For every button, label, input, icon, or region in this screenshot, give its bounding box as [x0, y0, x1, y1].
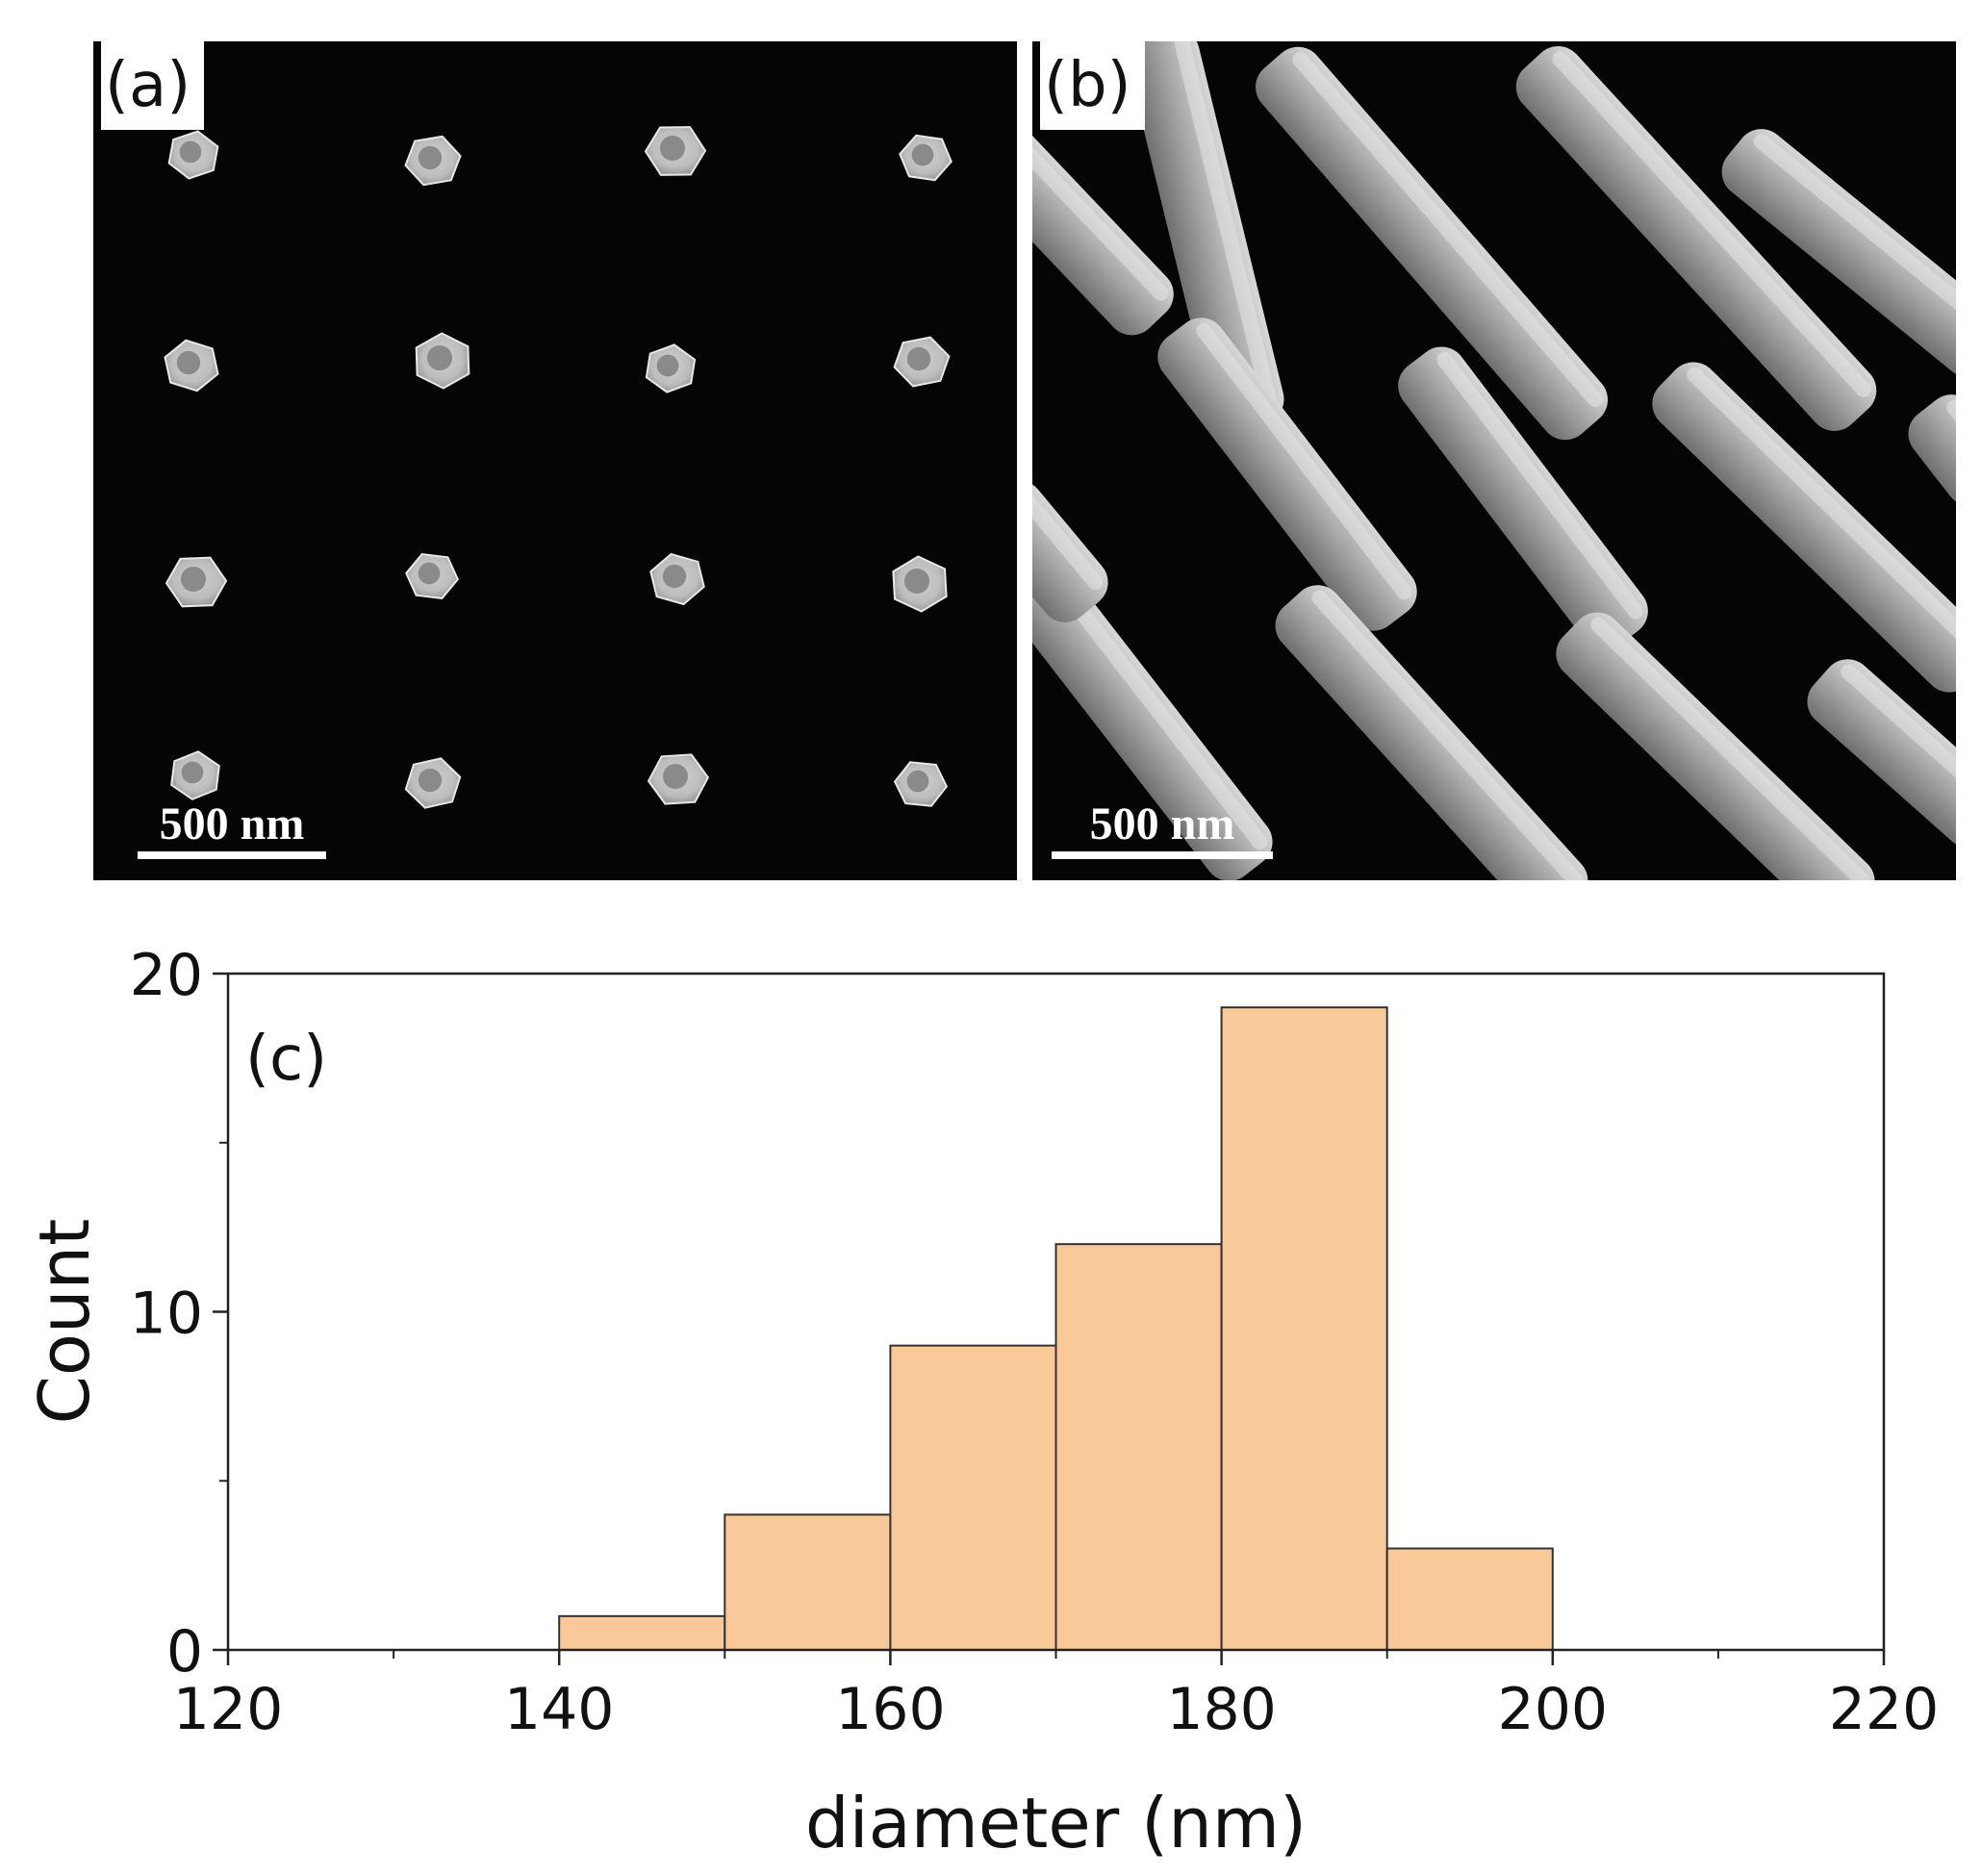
- nanowire-rod: [1127, 41, 1284, 430]
- nanowire-core: [662, 564, 687, 589]
- tilted-view-nanowire-image: [1032, 41, 1956, 880]
- nanowire-core: [903, 568, 930, 595]
- x-tick-label: 220: [1829, 1676, 1940, 1743]
- histogram-bar: [1054, 1243, 1223, 1651]
- x-tick-label: 200: [1498, 1676, 1609, 1743]
- panel-label-b: (b): [1040, 41, 1145, 130]
- histogram-bar: [558, 1614, 726, 1651]
- diameter-histogram: 120 140 160 180 200 220 0 10 20 (c) diameter (nm…: [24, 942, 1940, 1863]
- y-tick-label: 20: [130, 942, 203, 1009]
- nanowire-rod: [1032, 113, 1174, 336]
- nanowire-core: [906, 770, 929, 793]
- scale-bar-line-b: [1052, 851, 1273, 859]
- nanowire-core: [181, 761, 204, 784]
- nanowire-core: [176, 350, 201, 375]
- nanowire-core: [418, 145, 443, 170]
- nanowire-rod: [1157, 317, 1417, 631]
- nanowire-rod: [1908, 394, 1956, 506]
- scale-bar-label-a: 500 nm: [159, 799, 305, 849]
- x-tick-label: 180: [1166, 1676, 1277, 1743]
- x-axis-label: diameter (nm): [805, 1783, 1307, 1863]
- nanowire-rod: [1255, 46, 1609, 441]
- x-tick-label: 160: [835, 1676, 946, 1743]
- nanowire-rod: [1032, 480, 1108, 622]
- nanowire-core: [659, 135, 686, 162]
- nanowire-rod: [1652, 362, 1956, 693]
- nanowire-rod: [1807, 659, 1956, 848]
- nanowire-rod: [1275, 585, 1588, 880]
- sem-panel-b: (b) 500 nm: [1032, 41, 1956, 880]
- panel-label-c: (c): [245, 1024, 327, 1095]
- histogram-bar: [724, 1513, 892, 1652]
- nanowire-core: [426, 344, 453, 371]
- nanowire-core: [662, 763, 689, 790]
- sem-panel-a: (a) 500 nm: [93, 41, 1017, 880]
- histogram-bar: [889, 1344, 1057, 1651]
- scale-bar-b: 500 nm: [1052, 801, 1273, 859]
- y-axis-label: Count: [24, 1219, 105, 1425]
- nanowire-core: [418, 562, 441, 585]
- nanowire-core: [906, 346, 931, 371]
- nanowire-rod: [1556, 612, 1875, 880]
- scale-bar-line-a: [138, 851, 326, 859]
- x-tick-label: 120: [173, 1676, 284, 1743]
- top-view-nanowire-image: [164, 126, 952, 809]
- y-tick-label: 10: [130, 1280, 203, 1348]
- nanowire-core: [180, 566, 207, 593]
- panel-label-a: (a): [101, 41, 205, 130]
- nanowire-rod: [1515, 46, 1877, 431]
- histogram-bar: [1220, 1006, 1388, 1651]
- y-tick-label: 0: [166, 1618, 203, 1686]
- nanowire-rod: [1721, 129, 1956, 377]
- nanowire-core: [418, 768, 443, 793]
- x-tick-label: 140: [504, 1676, 615, 1743]
- nanowire-rod: [1398, 346, 1648, 650]
- nanowire-core: [179, 140, 202, 164]
- nanowire-core: [656, 354, 679, 377]
- histogram-bar: [1385, 1547, 1554, 1651]
- scale-bar-label-b: 500 nm: [1089, 799, 1235, 849]
- nanowire-core: [911, 143, 934, 166]
- scale-bar-a: 500 nm: [138, 801, 326, 859]
